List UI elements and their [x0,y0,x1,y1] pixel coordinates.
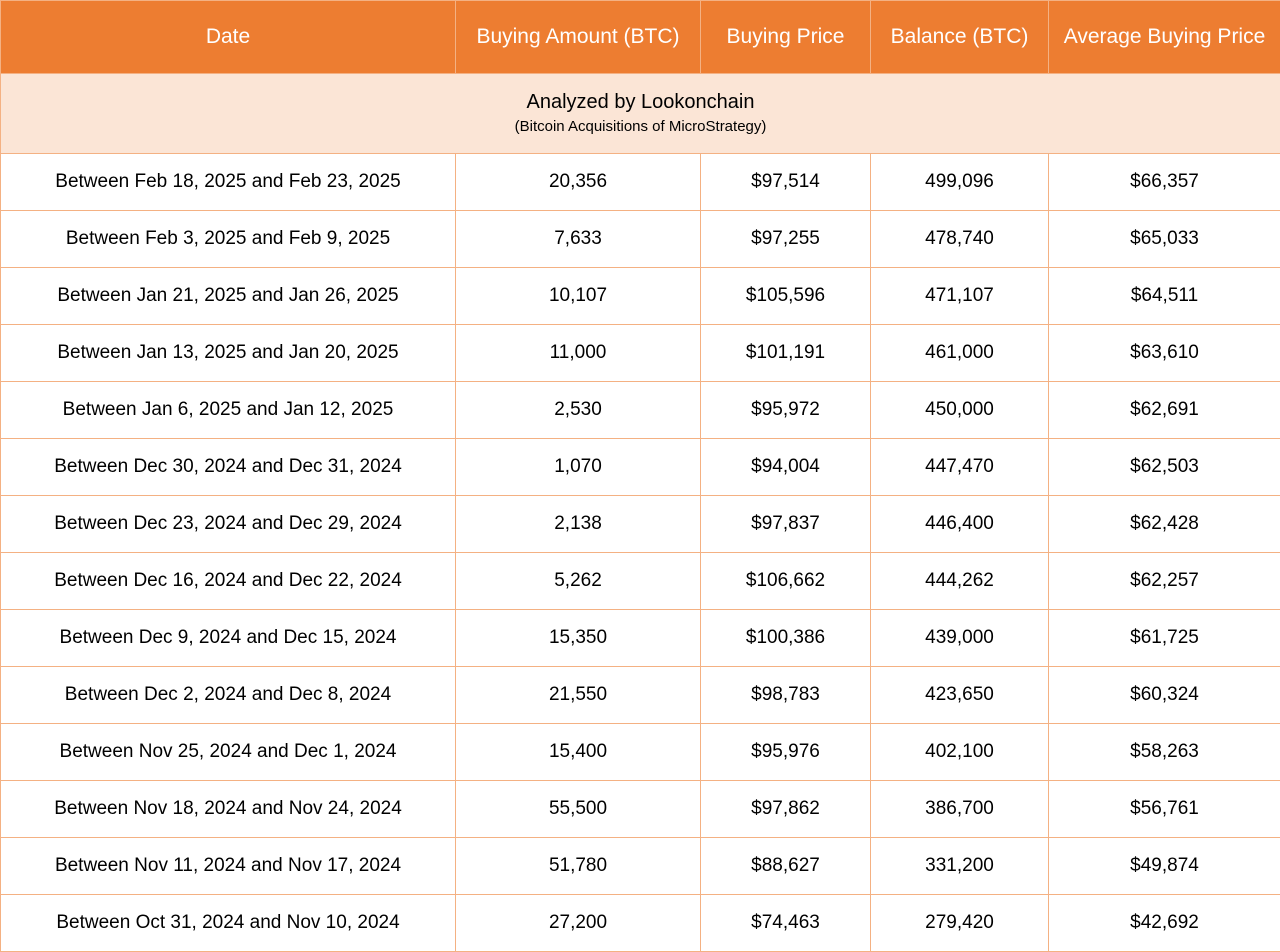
cell-balance: 446,400 [871,496,1049,553]
cell-balance: 478,740 [871,211,1049,268]
col-header-amount: Buying Amount (BTC) [456,1,701,74]
cell-balance: 402,100 [871,724,1049,781]
table-row: Between Nov 11, 2024 and Nov 17, 202451,… [1,838,1280,895]
cell-price: $98,783 [701,667,871,724]
cell-amount: 15,400 [456,724,701,781]
cell-balance: 279,420 [871,895,1049,952]
cell-date: Between Jan 21, 2025 and Jan 26, 2025 [1,268,456,325]
table-header: Date Buying Amount (BTC) Buying Price Ba… [1,1,1280,74]
cell-amount: 2,530 [456,382,701,439]
cell-avgprice: $42,692 [1049,895,1280,952]
cell-avgprice: $62,257 [1049,553,1280,610]
cell-date: Between Jan 6, 2025 and Jan 12, 2025 [1,382,456,439]
cell-date: Between Dec 16, 2024 and Dec 22, 2024 [1,553,456,610]
cell-amount: 15,350 [456,610,701,667]
cell-avgprice: $63,610 [1049,325,1280,382]
table-subtitle-row: Analyzed by Lookonchain (Bitcoin Acquisi… [1,74,1280,154]
cell-date: Between Feb 18, 2025 and Feb 23, 2025 [1,154,456,211]
cell-amount: 11,000 [456,325,701,382]
subtitle-main: Analyzed by Lookonchain [11,88,1270,116]
table-row: Between Nov 18, 2024 and Nov 24, 202455,… [1,781,1280,838]
table-row: Between Dec 23, 2024 and Dec 29, 20242,1… [1,496,1280,553]
cell-price: $105,596 [701,268,871,325]
col-header-avgprice: Average Buying Price [1049,1,1280,74]
table-row: Between Feb 18, 2025 and Feb 23, 202520,… [1,154,1280,211]
cell-price: $97,862 [701,781,871,838]
cell-amount: 1,070 [456,439,701,496]
cell-avgprice: $60,324 [1049,667,1280,724]
cell-amount: 7,633 [456,211,701,268]
cell-balance: 450,000 [871,382,1049,439]
table-row: Between Dec 9, 2024 and Dec 15, 202415,3… [1,610,1280,667]
table-body: Analyzed by Lookonchain (Bitcoin Acquisi… [1,74,1280,952]
subtitle-sub: (Bitcoin Acquisitions of MicroStrategy) [11,116,1270,137]
table-row: Between Jan 21, 2025 and Jan 26, 202510,… [1,268,1280,325]
cell-avgprice: $58,263 [1049,724,1280,781]
cell-balance: 386,700 [871,781,1049,838]
table-row: Between Jan 6, 2025 and Jan 12, 20252,53… [1,382,1280,439]
cell-date: Between Nov 18, 2024 and Nov 24, 2024 [1,781,456,838]
table-row: Between Dec 16, 2024 and Dec 22, 20245,2… [1,553,1280,610]
cell-avgprice: $61,725 [1049,610,1280,667]
cell-date: Between Jan 13, 2025 and Jan 20, 2025 [1,325,456,382]
cell-balance: 331,200 [871,838,1049,895]
table-row: Between Dec 2, 2024 and Dec 8, 202421,55… [1,667,1280,724]
cell-avgprice: $64,511 [1049,268,1280,325]
cell-price: $95,972 [701,382,871,439]
cell-avgprice: $66,357 [1049,154,1280,211]
cell-amount: 27,200 [456,895,701,952]
acquisitions-table-wrap: Date Buying Amount (BTC) Buying Price Ba… [0,0,1280,952]
cell-balance: 439,000 [871,610,1049,667]
table-row: Between Nov 25, 2024 and Dec 1, 202415,4… [1,724,1280,781]
acquisitions-table: Date Buying Amount (BTC) Buying Price Ba… [0,0,1280,952]
cell-amount: 2,138 [456,496,701,553]
cell-price: $97,255 [701,211,871,268]
cell-avgprice: $62,428 [1049,496,1280,553]
cell-date: Between Dec 23, 2024 and Dec 29, 2024 [1,496,456,553]
cell-avgprice: $62,691 [1049,382,1280,439]
cell-amount: 10,107 [456,268,701,325]
cell-date: Between Oct 31, 2024 and Nov 10, 2024 [1,895,456,952]
table-row: Between Oct 31, 2024 and Nov 10, 202427,… [1,895,1280,952]
table-row: Between Feb 3, 2025 and Feb 9, 20257,633… [1,211,1280,268]
cell-balance: 444,262 [871,553,1049,610]
cell-date: Between Nov 25, 2024 and Dec 1, 2024 [1,724,456,781]
cell-date: Between Nov 11, 2024 and Nov 17, 2024 [1,838,456,895]
cell-balance: 461,000 [871,325,1049,382]
cell-amount: 55,500 [456,781,701,838]
cell-avgprice: $56,761 [1049,781,1280,838]
cell-date: Between Dec 2, 2024 and Dec 8, 2024 [1,667,456,724]
cell-balance: 471,107 [871,268,1049,325]
table-row: Between Jan 13, 2025 and Jan 20, 202511,… [1,325,1280,382]
cell-price: $95,976 [701,724,871,781]
cell-balance: 499,096 [871,154,1049,211]
cell-price: $97,514 [701,154,871,211]
cell-avgprice: $49,874 [1049,838,1280,895]
cell-amount: 51,780 [456,838,701,895]
cell-balance: 423,650 [871,667,1049,724]
cell-balance: 447,470 [871,439,1049,496]
cell-price: $101,191 [701,325,871,382]
cell-avgprice: $62,503 [1049,439,1280,496]
cell-price: $106,662 [701,553,871,610]
cell-amount: 21,550 [456,667,701,724]
cell-price: $100,386 [701,610,871,667]
col-header-balance: Balance (BTC) [871,1,1049,74]
cell-amount: 5,262 [456,553,701,610]
table-subtitle-cell: Analyzed by Lookonchain (Bitcoin Acquisi… [1,74,1280,154]
table-row: Between Dec 30, 2024 and Dec 31, 20241,0… [1,439,1280,496]
cell-date: Between Dec 9, 2024 and Dec 15, 2024 [1,610,456,667]
cell-price: $97,837 [701,496,871,553]
cell-date: Between Feb 3, 2025 and Feb 9, 2025 [1,211,456,268]
cell-avgprice: $65,033 [1049,211,1280,268]
cell-price: $94,004 [701,439,871,496]
cell-price: $88,627 [701,838,871,895]
col-header-price: Buying Price [701,1,871,74]
cell-amount: 20,356 [456,154,701,211]
col-header-date: Date [1,1,456,74]
cell-price: $74,463 [701,895,871,952]
cell-date: Between Dec 30, 2024 and Dec 31, 2024 [1,439,456,496]
